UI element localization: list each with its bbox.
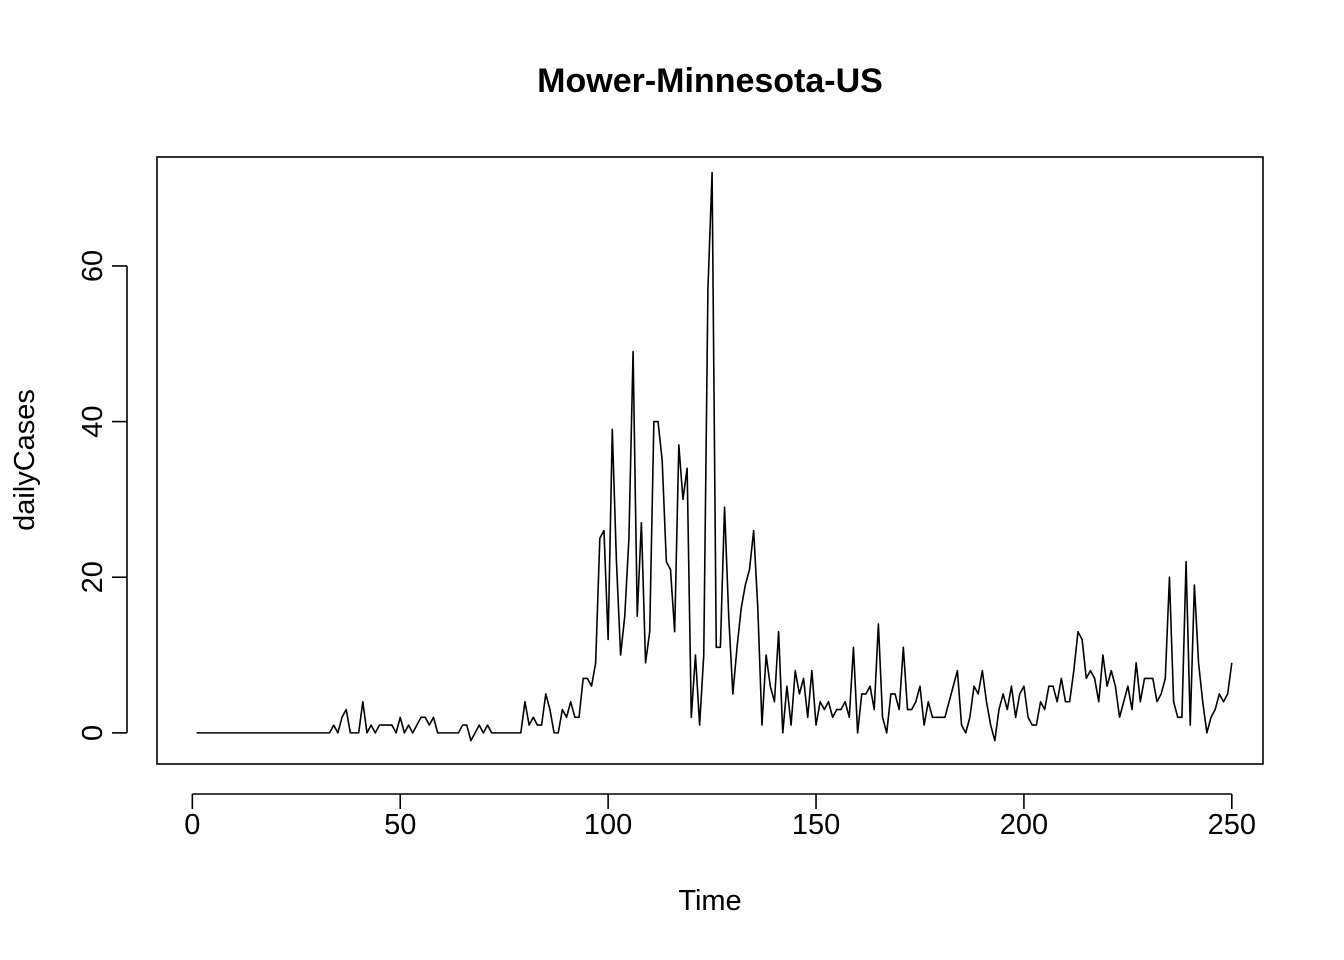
- y-tick-label: 20: [77, 561, 109, 593]
- x-axis: 0 50 100 150 200 250: [184, 793, 1256, 841]
- y-axis-label: dailyCases: [9, 389, 41, 531]
- chart-title: Mower-Minnesota-US: [537, 62, 883, 100]
- x-tick-label: 150: [792, 809, 840, 841]
- x-tick-label: 200: [1000, 809, 1048, 841]
- x-tick-label: 0: [184, 809, 200, 841]
- x-tick-label: 250: [1208, 809, 1256, 841]
- y-axis: 0 20 40 60: [77, 250, 128, 741]
- plot-box: [156, 156, 1264, 765]
- x-axis-label: Time: [678, 885, 741, 917]
- x-tick-label: 50: [384, 809, 416, 841]
- y-tick-label: 40: [77, 405, 109, 437]
- series-line-dailycases: [196, 171, 1233, 742]
- y-tick-label: 60: [77, 250, 109, 282]
- y-tick-label: 0: [77, 725, 109, 741]
- x-tick-label: 100: [584, 809, 632, 841]
